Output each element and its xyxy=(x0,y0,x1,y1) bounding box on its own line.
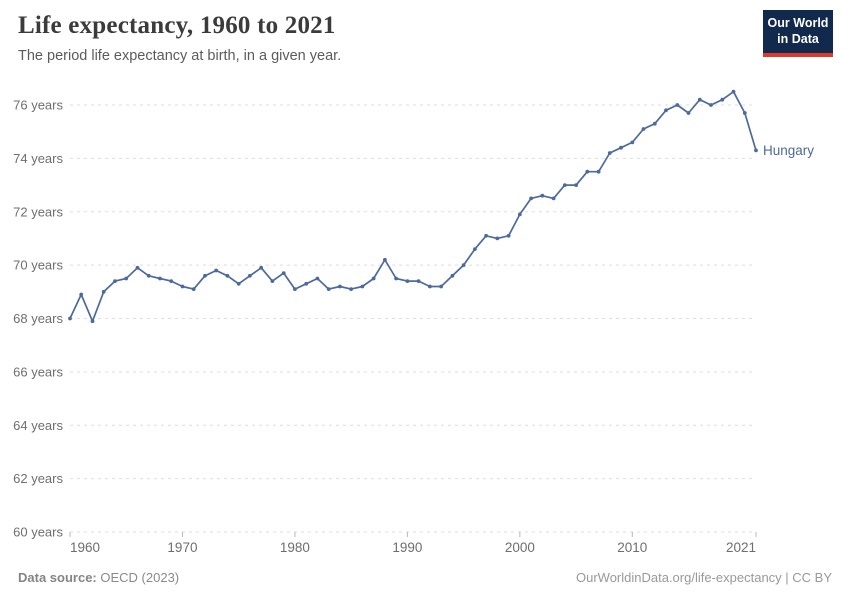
x-axis-label: 2021 xyxy=(726,540,756,555)
data-point xyxy=(191,287,196,291)
data-point xyxy=(383,257,387,262)
data-point xyxy=(90,319,95,324)
data-point xyxy=(754,148,758,153)
data-point xyxy=(248,273,252,278)
data-point xyxy=(709,103,713,107)
data-point xyxy=(675,103,680,107)
data-point xyxy=(517,212,522,217)
data-point xyxy=(338,284,342,289)
data-point xyxy=(146,273,151,278)
data-point xyxy=(214,268,219,273)
data-point xyxy=(484,233,488,238)
data-point xyxy=(68,316,72,321)
owid-logo-line1: Our World xyxy=(767,16,829,30)
y-axis-label: 70 years xyxy=(13,258,63,273)
x-axis-label: 1980 xyxy=(280,540,310,555)
x-axis-label: 1990 xyxy=(392,540,422,555)
data-point xyxy=(742,111,747,115)
data-point xyxy=(450,273,455,278)
data-point xyxy=(180,284,185,289)
data-point xyxy=(641,127,646,131)
data-point xyxy=(461,263,466,267)
data-point xyxy=(360,284,365,289)
entity-label[interactable]: Hungary xyxy=(763,143,814,158)
data-source-note: Data source: OECD (2023) xyxy=(18,570,179,585)
data-point xyxy=(697,97,702,102)
data-point xyxy=(428,284,432,289)
y-axis-label: 72 years xyxy=(13,204,63,219)
y-axis-label: 62 years xyxy=(13,471,63,486)
data-point xyxy=(495,236,500,241)
data-point xyxy=(394,276,398,281)
data-point xyxy=(281,271,286,275)
y-axis-label: 66 years xyxy=(13,364,63,379)
x-axis-label: 2010 xyxy=(617,540,647,555)
data-point xyxy=(225,273,230,278)
data-point xyxy=(540,193,545,198)
data-point xyxy=(596,169,601,174)
series-line xyxy=(69,90,757,323)
data-point xyxy=(315,276,320,281)
y-axis-label: 68 years xyxy=(13,311,63,326)
owid-logo[interactable]: Our World in Data xyxy=(763,10,833,57)
data-point xyxy=(630,140,635,145)
chart-subtitle: The period life expectancy at birth, in … xyxy=(18,48,342,64)
data-point xyxy=(562,183,567,188)
data-point xyxy=(101,289,106,294)
data-point xyxy=(293,287,297,291)
owid-logo-line2: in Data xyxy=(777,32,819,47)
data-point xyxy=(416,279,421,283)
x-axis-label: 1960 xyxy=(70,540,100,555)
data-source-label: Data source: xyxy=(18,570,97,585)
data-point xyxy=(686,111,691,115)
data-point xyxy=(349,287,353,291)
data-point xyxy=(203,273,207,278)
data-point xyxy=(720,97,725,102)
x-axis-label: 2000 xyxy=(505,540,535,555)
data-point xyxy=(619,145,623,150)
data-point xyxy=(585,169,590,174)
data-point xyxy=(169,279,174,283)
data-point xyxy=(135,265,140,270)
data-point xyxy=(371,276,376,281)
data-point xyxy=(124,276,129,281)
data-point xyxy=(304,281,309,286)
page-title: Life expectancy, 1960 to 2021 xyxy=(18,12,336,39)
data-point xyxy=(731,89,736,94)
data-point xyxy=(439,284,443,289)
data-point xyxy=(506,233,511,238)
y-axis-label: 64 years xyxy=(13,418,63,433)
data-point xyxy=(405,279,410,283)
data-point xyxy=(529,196,533,201)
data-point xyxy=(574,183,578,188)
x-axis-label: 1970 xyxy=(167,540,197,555)
y-axis-label: 76 years xyxy=(13,98,63,113)
data-point xyxy=(270,279,275,283)
credit-link[interactable]: OurWorldinData.org/life-expectancy | CC … xyxy=(575,570,832,585)
data-point xyxy=(158,276,162,281)
data-point xyxy=(607,151,612,155)
data-point xyxy=(79,292,84,297)
data-source-value: OECD (2023) xyxy=(100,570,180,585)
y-axis-label: 74 years xyxy=(13,151,63,166)
data-point xyxy=(652,121,657,126)
data-point xyxy=(473,247,477,252)
data-point xyxy=(551,196,556,201)
data-point xyxy=(664,108,668,113)
data-point xyxy=(236,281,241,286)
data-point xyxy=(326,287,331,291)
y-axis-label: 60 years xyxy=(13,525,63,540)
data-point xyxy=(259,265,264,270)
data-point xyxy=(113,279,117,283)
